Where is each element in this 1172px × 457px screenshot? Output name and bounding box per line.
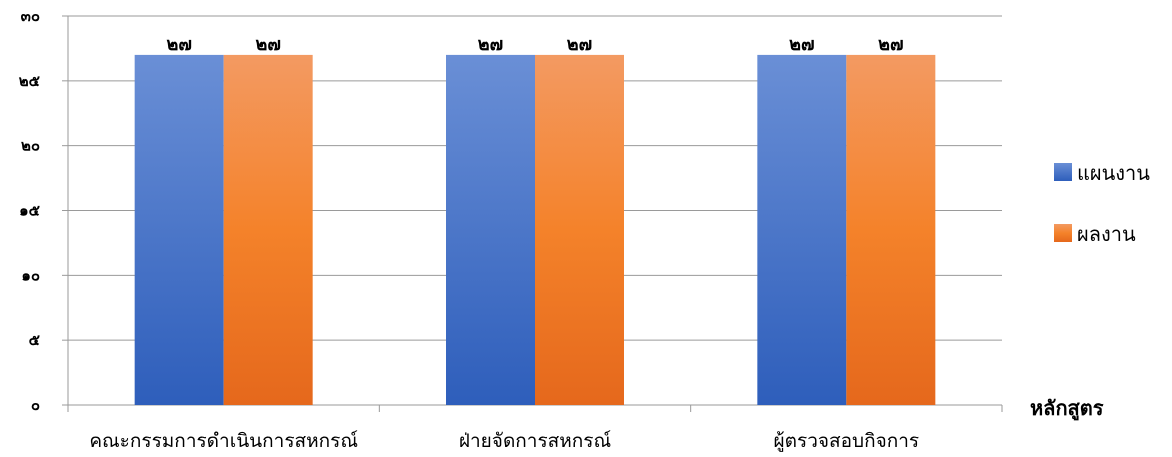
y-tick-label: ๒๐ (21, 137, 40, 155)
bar-plan-3 (757, 54, 847, 406)
data-label: ๒๗ (878, 34, 903, 55)
data-label: ๒๗ (567, 34, 592, 55)
data-label: ๒๗ (478, 34, 503, 55)
data-label: ๒๗ (166, 34, 191, 55)
bar-result-2 (535, 54, 624, 406)
data-label: ๒๗ (789, 34, 814, 55)
x-category-label: ฝ่ายจัดการสหกรณ์ (459, 430, 611, 452)
legend-swatch-result (1054, 224, 1072, 242)
y-tick-label: ๑๐ (21, 266, 40, 284)
bar-result-1 (223, 54, 313, 406)
x-category-label: ผู้ตรวจสอบกิจการ (774, 430, 920, 452)
y-tick-label: ๕ (29, 331, 41, 349)
bar-plan-1 (134, 54, 224, 406)
legend-label-result: ผลงาน (1077, 222, 1136, 246)
bars (134, 54, 936, 406)
legend-swatch-plan (1054, 163, 1072, 181)
y-tick-label: ๒๕ (19, 72, 41, 90)
x-axis-title: หลักสูตร (1030, 396, 1104, 422)
x-category-label: คณะกรรมการดำเนินการสหกรณ์ (89, 430, 358, 452)
y-tick-label: ๑๕ (19, 202, 41, 220)
bar-plan-2 (446, 54, 535, 406)
bar-result-3 (846, 54, 936, 406)
data-label: ๒๗ (255, 34, 280, 55)
y-tick-label: ๓๐ (21, 7, 40, 25)
y-tick-label: ๐ (31, 396, 40, 414)
legend-label-plan: แผนงาน (1077, 161, 1150, 185)
